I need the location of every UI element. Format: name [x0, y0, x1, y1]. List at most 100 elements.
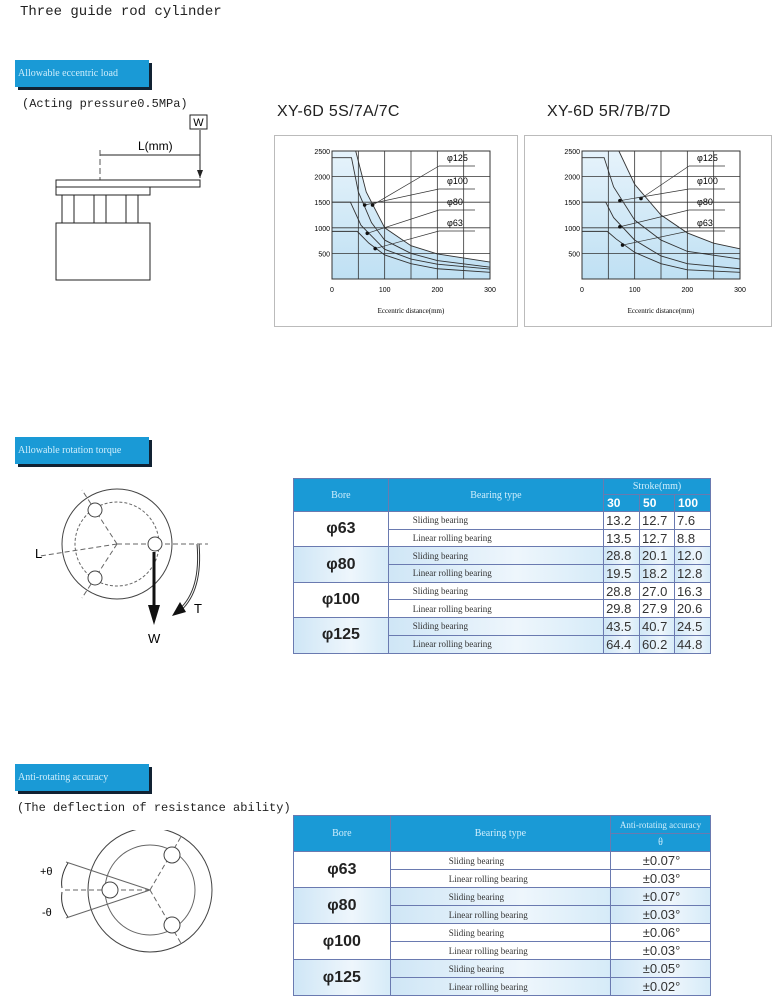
distance-label: L(mm) — [138, 139, 173, 153]
load-label: W — [193, 117, 204, 129]
x-tick-label: 0 — [330, 287, 334, 294]
accuracy-value-cell: ±0.02° — [610, 977, 711, 996]
bore-cell: φ125 — [293, 617, 389, 654]
table-row: φ125 Sliding bearing ±0.05° — [293, 959, 711, 996]
bore-cell: φ100 — [293, 581, 389, 619]
torque-value-cell: 27.0 — [639, 581, 675, 601]
torque-value-cell: 12.8 — [674, 564, 711, 583]
torque-value-cell: 29.8 — [603, 599, 641, 619]
table-row: Linear rolling bearing ±0.02° — [294, 977, 711, 996]
x-tick-label: 100 — [379, 287, 391, 294]
torque-value-cell: 20.6 — [674, 599, 711, 619]
torque-value-cell: 28.8 — [603, 546, 641, 566]
y-tick-label: 2000 — [564, 175, 580, 182]
series-label: φ100 — [697, 176, 718, 186]
torque-value-cell: 8.8 — [674, 528, 711, 548]
eccentric-load-chart-2: φ125 φ100 φ80 φ63 500 1000 1500 2000 2500 0 100 200… — [564, 149, 746, 315]
series-label: φ63 — [697, 218, 713, 228]
chart-2-frame: φ125 φ100 φ80 φ63 500 1000 1500 2000 2500 0 100 200… — [524, 135, 772, 327]
anti-rotating-diagram: +θ -θ — [40, 830, 213, 953]
torque-value-cell: 44.8 — [674, 634, 711, 654]
series-label: φ125 — [697, 153, 718, 163]
table-row: φ100 Sliding bearing ±0.06° — [293, 923, 711, 960]
arrow-head — [618, 224, 622, 229]
bearing-type-cell: Sliding bearing — [387, 617, 605, 636]
leader-arrow — [375, 230, 440, 249]
arrow-head — [620, 243, 625, 247]
accuracy-value-cell: ±0.07° — [610, 887, 711, 906]
y-tick-label: 500 — [318, 251, 330, 258]
bearing-type-cell: Sliding bearing — [389, 923, 612, 942]
header-stroke: Stroke(mm) — [603, 478, 711, 495]
length-label: L — [35, 546, 42, 561]
header-stroke-30: 30 — [603, 494, 641, 512]
leader-arrow — [619, 188, 690, 202]
torque-value-cell: 7.6 — [674, 511, 711, 530]
header-stroke-100: 100 — [674, 494, 711, 512]
bore-cell: φ125 — [293, 959, 391, 996]
leader-arrow — [367, 209, 440, 234]
bore-cell: φ80 — [293, 546, 389, 583]
section-subtitle: (The deflection of resistance ability) — [17, 801, 291, 815]
bearing-type-cell: Sliding bearing — [387, 546, 605, 566]
header-accuracy: Anti-rotating accuracy — [610, 815, 711, 834]
chart-1-frame: φ125 φ100 φ80 φ63 500 1000 1500 2000 2500 0 100 200… — [274, 135, 518, 327]
bearing-type-cell: Linear rolling bearing — [389, 977, 612, 996]
table-row: φ80 Sliding bearing ±0.07° — [293, 887, 711, 924]
table-row: Linear rolling bearing ±0.03° — [294, 905, 711, 924]
table-row: Linear rolling bearing ±0.03° — [294, 941, 711, 960]
x-tick-label: 200 — [431, 287, 443, 294]
torque-value-cell: 60.2 — [639, 634, 675, 654]
eccentric-load-chart-1: φ125 φ100 φ80 φ63 500 1000 1500 2000 2500 0 100 200… — [314, 149, 496, 315]
bore-cell: φ100 — [293, 923, 391, 960]
eccentric-load-diagram: W L(mm) — [55, 114, 208, 281]
bearing-type-cell: Linear rolling bearing — [389, 869, 612, 888]
series-label: φ80 — [447, 197, 463, 207]
header-theta: θ — [610, 833, 711, 852]
leader-arrow — [619, 209, 690, 228]
x-tick-label: 0 — [580, 287, 584, 294]
leader-arrow — [372, 165, 440, 206]
anti-rotating-table: Bore Bearing type Anti-rotating accuracy… — [293, 815, 711, 996]
torque-value-cell: 13.5 — [603, 528, 641, 548]
chart-fill-area — [332, 151, 490, 279]
table-row: Linear rolling bearing 19.5 18.2 12.8 — [294, 564, 711, 583]
bearing-type-cell: Sliding bearing — [387, 511, 605, 530]
leader-arrow — [364, 188, 440, 206]
torque-value-cell: 28.8 — [603, 581, 641, 601]
torque-value-cell: 20.1 — [639, 546, 675, 566]
table-row: Linear rolling bearing 29.8 27.9 20.6 — [294, 599, 711, 619]
series-label: φ80 — [697, 197, 713, 207]
bearing-type-cell: Linear rolling bearing — [387, 564, 605, 583]
accuracy-value-cell: ±0.03° — [610, 869, 711, 888]
leader-arrow — [640, 165, 690, 199]
arrow-head — [618, 198, 622, 203]
y-tick-label: 1500 — [564, 200, 580, 207]
section-header-eccentric-load: Allowable eccentric load — [15, 60, 149, 87]
y-tick-label: 2500 — [314, 149, 330, 156]
bearing-type-cell: Linear rolling bearing — [389, 905, 612, 924]
table-row: φ63 Sliding bearing 13.2 12.7 7.6 — [293, 510, 711, 548]
accuracy-value-cell: ±0.07° — [610, 851, 711, 870]
y-tick-label: 1000 — [314, 226, 330, 233]
x-tick-label: 100 — [629, 287, 641, 294]
header-stroke-50: 50 — [639, 494, 675, 512]
minus-theta-label: -θ — [42, 907, 52, 919]
y-tick-label: 1000 — [564, 226, 580, 233]
torque-value-cell: 13.2 — [603, 511, 641, 530]
torque-label: T — [194, 601, 202, 616]
arrow-head — [362, 203, 367, 207]
y-tick-label: 500 — [568, 251, 580, 258]
rotation-torque-diagram: L W T — [35, 488, 208, 646]
bore-cell: φ63 — [293, 510, 389, 548]
header-bearing-type: Bearing type — [389, 815, 612, 852]
accuracy-value-cell: ±0.06° — [610, 923, 711, 942]
leader-arrow — [622, 230, 690, 246]
x-tick-label: 200 — [681, 287, 693, 294]
accuracy-value-cell: ±0.03° — [610, 941, 711, 960]
bore-cell: φ80 — [293, 887, 391, 924]
x-tick-label: 300 — [484, 287, 496, 294]
bearing-type-cell: Linear rolling bearing — [387, 599, 605, 619]
x-axis-label: Eccentric distance(mm) — [378, 307, 445, 315]
table-row: φ63 Sliding bearing ±0.07° — [293, 851, 711, 888]
